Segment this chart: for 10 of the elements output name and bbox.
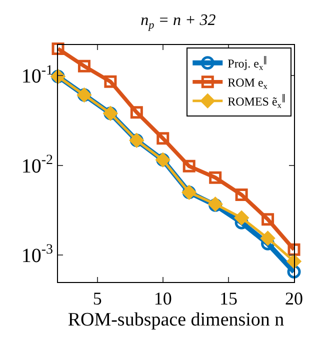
x-tick-label: 20 (285, 288, 303, 309)
x-tick-label: 15 (219, 288, 238, 309)
x-tick-label: 5 (92, 288, 102, 309)
y-tick-label: 10$^{-3}$ (21, 242, 53, 268)
chart-title: n$_{p}$ = n + 32 (140, 12, 216, 32)
y-tick-label: 10$^{-2}$ (21, 152, 53, 178)
y-tick-label: 10$^{-1}$ (21, 63, 53, 88)
x-axis-title: ROM-subspace dimension n (68, 309, 285, 330)
legend-label: ROM e$_{x}$ (228, 76, 268, 92)
x-tick-label: 10 (154, 288, 172, 309)
